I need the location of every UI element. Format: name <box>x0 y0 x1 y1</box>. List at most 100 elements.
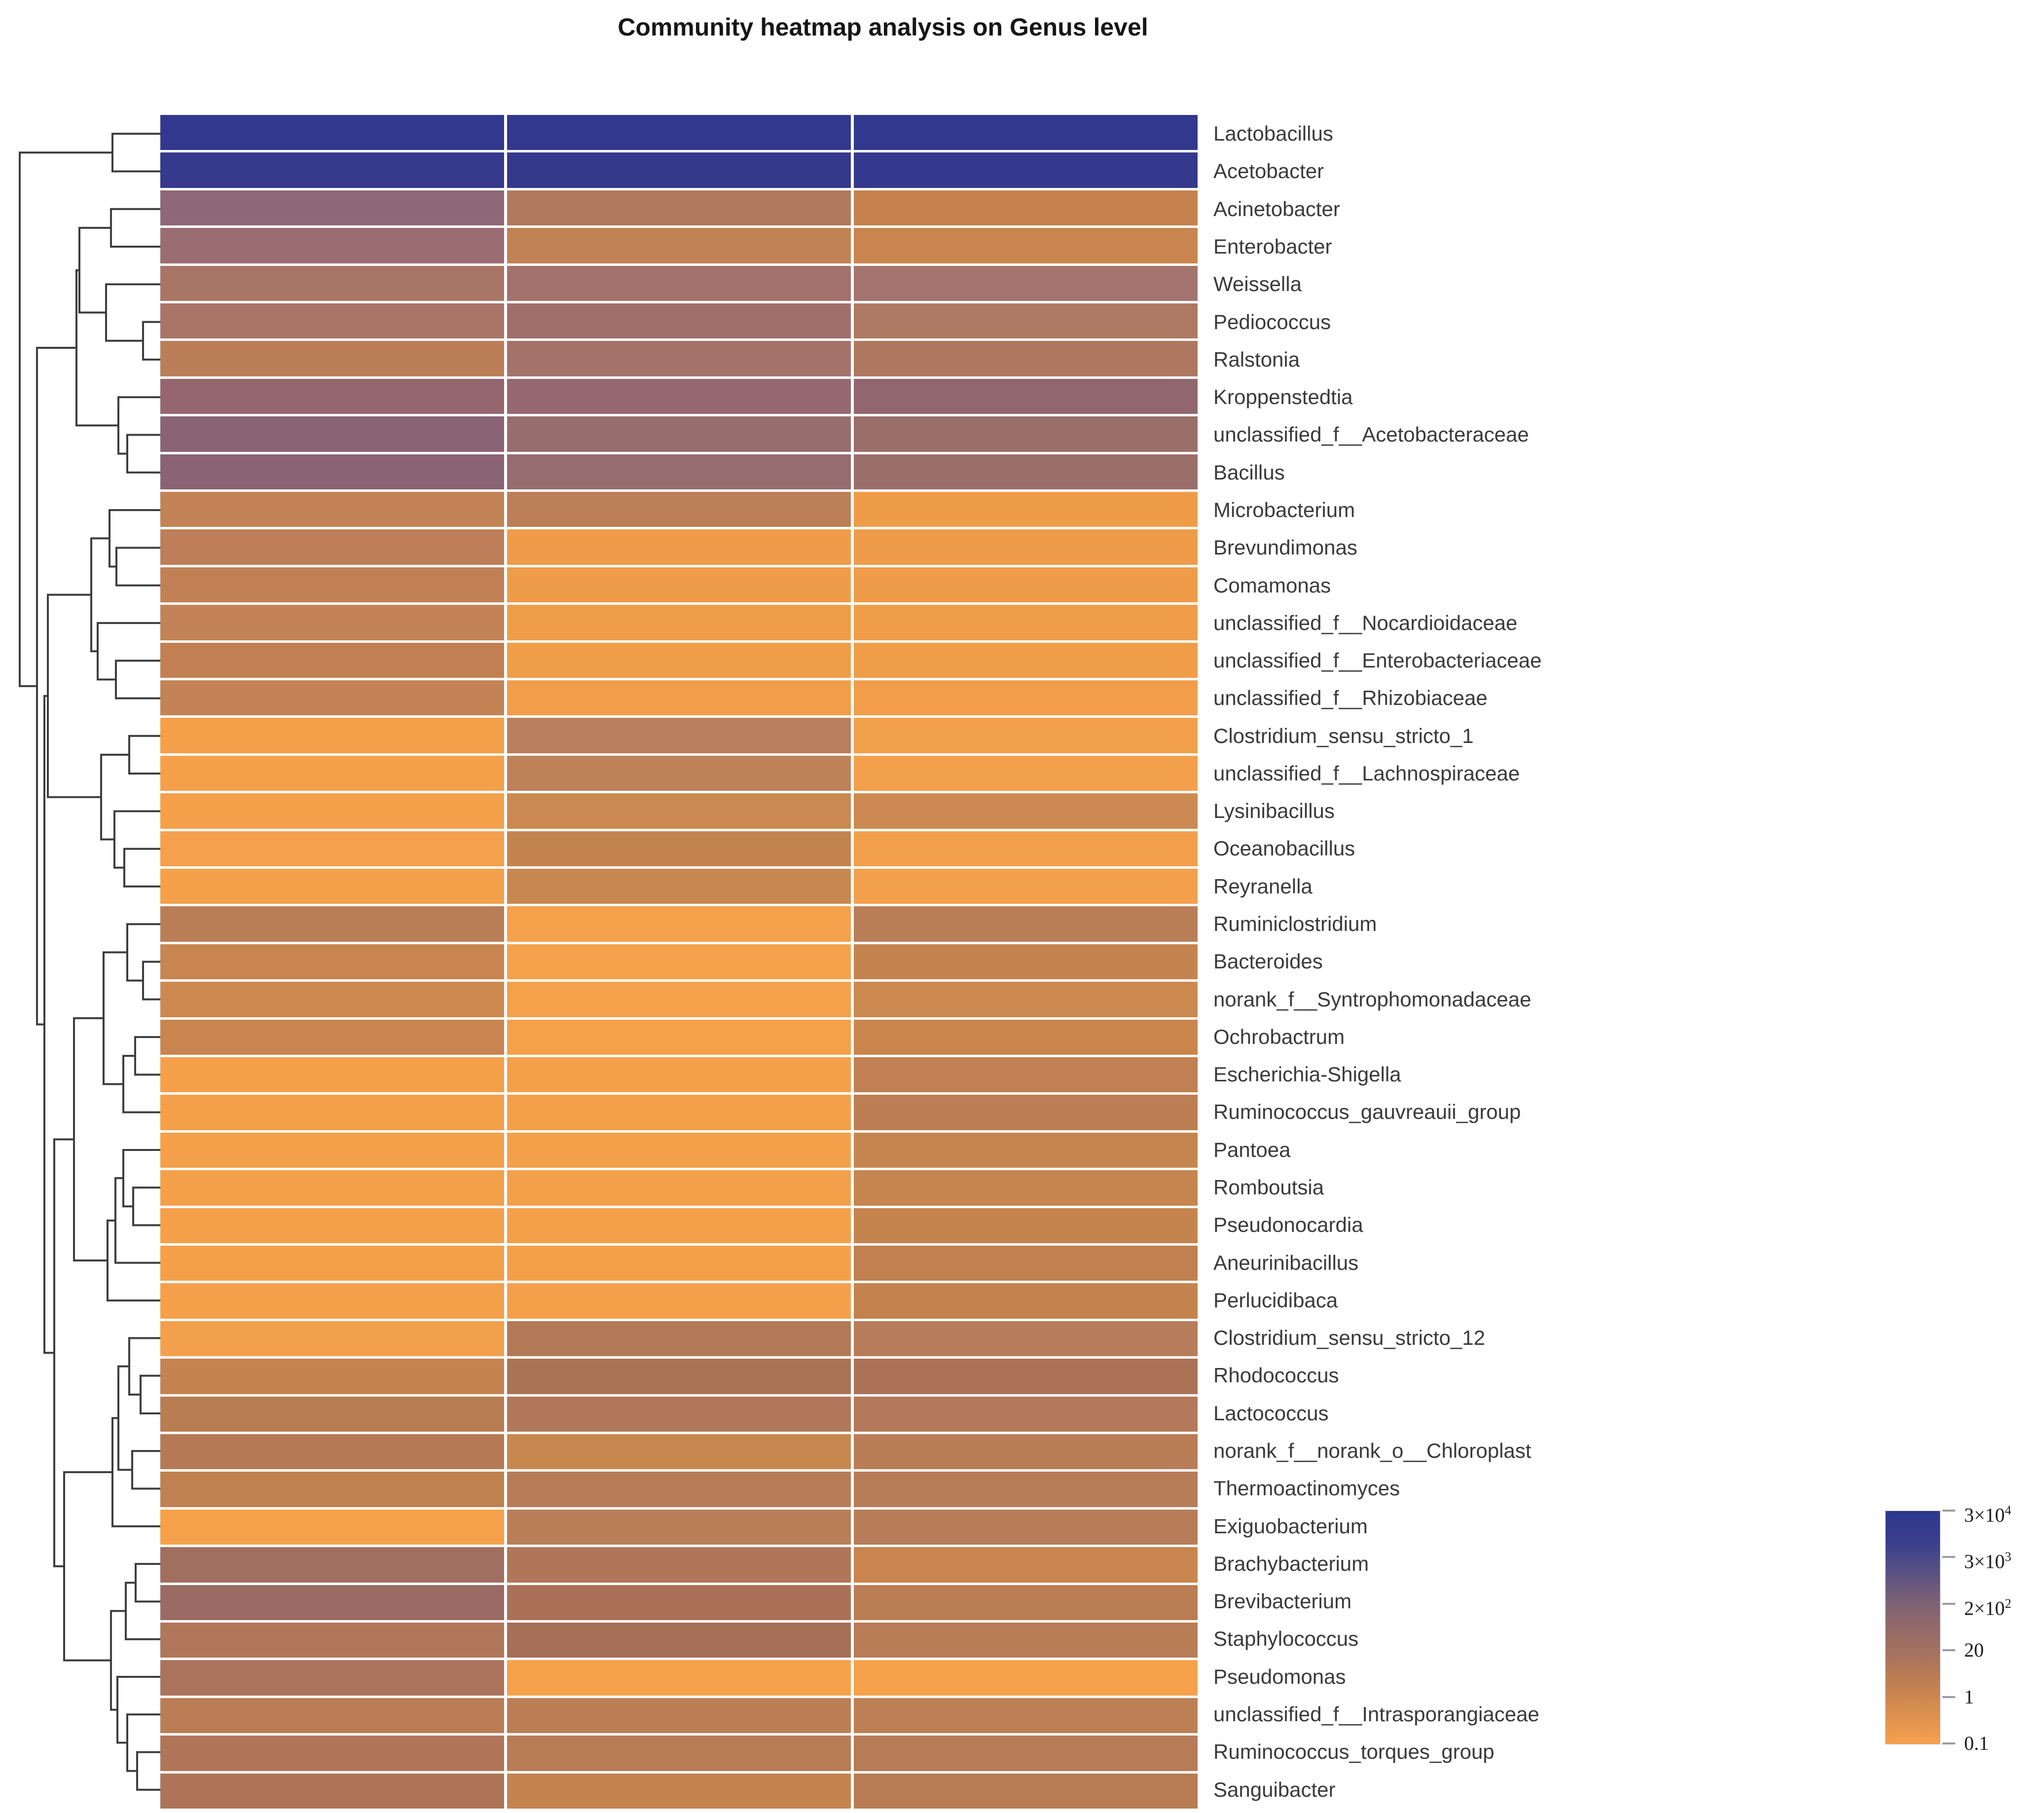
dendrogram-branch <box>36 347 76 1026</box>
heatmap-row <box>160 680 1198 716</box>
heatmap-cell <box>160 1623 504 1658</box>
heatmap-cell <box>160 416 504 452</box>
heatmap-cell <box>854 265 1198 301</box>
heatmap-cell <box>160 1547 504 1583</box>
heatmap-row <box>160 265 1198 301</box>
genus-label: Comamonas <box>1213 573 1331 597</box>
genus-label: Pseudomonas <box>1213 1665 1346 1688</box>
heatmap-row <box>160 1623 1198 1658</box>
heatmap-row <box>160 1396 1198 1432</box>
genus-label: Rhodococcus <box>1213 1364 1339 1387</box>
genus-label: Escherichia-Shigella <box>1213 1063 1401 1086</box>
genus-label: Perlucidibaca <box>1213 1288 1338 1312</box>
genus-label: Ruminiclostridium <box>1213 912 1377 936</box>
dendrogram-branch <box>128 735 161 775</box>
genus-label: Acinetobacter <box>1213 197 1340 221</box>
heatmap-row <box>160 1283 1198 1319</box>
genus-label: Pseudonocardia <box>1213 1213 1363 1237</box>
heatmap-cell <box>160 869 504 904</box>
legend-ticks: 3×104 3×103 2×102 20 1 0.1 <box>1940 1503 2044 1754</box>
legend-tick-mark <box>1942 1556 1955 1558</box>
legend-tick-label: 1 <box>1964 1686 1974 1708</box>
heatmap-cell <box>160 1246 504 1281</box>
genus-label: Pantoea <box>1213 1138 1291 1161</box>
heatmap-grid <box>160 115 1198 1809</box>
heatmap-cell <box>854 454 1198 489</box>
heatmap-cell <box>854 341 1198 376</box>
heatmap-cell <box>160 1057 504 1093</box>
heatmap-cell <box>160 1396 504 1432</box>
genus-label: Brachybacterium <box>1213 1552 1369 1575</box>
heatmap-row <box>160 1434 1198 1470</box>
genus-label: Thermoactinomyces <box>1213 1477 1400 1500</box>
dendrogram-branch <box>125 1582 161 1640</box>
heatmap-cell <box>507 1509 851 1545</box>
heatmap-cell <box>854 1547 1198 1583</box>
dendrogram-branch <box>115 660 161 700</box>
heatmap-cell <box>160 1434 504 1470</box>
genus-label: Acetobacter <box>1213 159 1324 183</box>
genus-label: Clostridium_sensu_stricto_12 <box>1213 1326 1485 1350</box>
genus-label: Lactococcus <box>1213 1401 1329 1425</box>
dendrogram-branch <box>115 547 161 587</box>
genus-label: Staphylococcus <box>1213 1627 1359 1651</box>
heatmap-cell <box>854 793 1198 829</box>
heatmap-cell <box>854 1660 1198 1696</box>
heatmap-cell <box>854 492 1198 527</box>
heatmap-cell <box>160 1773 504 1809</box>
heatmap-cell <box>854 567 1198 603</box>
heatmap-row <box>160 793 1198 829</box>
heatmap-cell <box>854 1132 1198 1168</box>
dendrogram-branch <box>43 695 54 1354</box>
genus-label: unclassified_f__Intrasporangiaceae <box>1213 1702 1539 1726</box>
heatmap-cell <box>160 492 504 527</box>
dendrogram-branch <box>111 1417 161 1527</box>
heatmap-cell <box>507 1660 851 1696</box>
dendrogram-branch <box>122 1055 161 1113</box>
legend-tick-mark <box>1942 1696 1955 1698</box>
heatmap-row <box>160 1773 1198 1809</box>
heatmap-cell <box>507 755 851 791</box>
heatmap-cell <box>507 831 851 866</box>
heatmap-row <box>160 906 1198 942</box>
genus-label: Lactobacillus <box>1213 122 1333 146</box>
heatmap-cell <box>854 303 1198 339</box>
heatmap-cell <box>854 1773 1198 1809</box>
genus-label: Exiguobacterium <box>1213 1514 1368 1538</box>
heatmap-cell <box>507 718 851 753</box>
heatmap-cell <box>854 718 1198 753</box>
dendrogram-branch <box>110 208 161 248</box>
row-dendrogram <box>19 133 161 1791</box>
dendrogram-branch <box>111 133 161 173</box>
heatmap-row <box>160 718 1198 753</box>
heatmap-cell <box>160 1321 504 1357</box>
heatmap-cell <box>160 1170 504 1206</box>
heatmap-cell <box>507 1773 851 1809</box>
heatmap-cell <box>854 869 1198 904</box>
heatmap-cell <box>160 567 504 603</box>
heatmap-row <box>160 1509 1198 1545</box>
genus-label: unclassified_f__Acetobacteraceae <box>1213 423 1529 446</box>
heatmap-cell <box>160 680 504 716</box>
heatmap-cell <box>854 378 1198 414</box>
heatmap-cell <box>507 115 851 150</box>
heatmap-row <box>160 982 1198 1017</box>
heatmap-cell <box>507 190 851 226</box>
heatmap-cell <box>854 1321 1198 1357</box>
heatmap-cell <box>160 1472 504 1507</box>
legend-tick-mark <box>1942 1510 1955 1512</box>
genus-label: Pediococcus <box>1213 310 1331 333</box>
genus-label: Clostridium_sensu_stricto_1 <box>1213 724 1474 747</box>
heatmap-cell <box>507 1585 851 1620</box>
heatmap-cell <box>854 605 1198 640</box>
dendrogram-branch <box>123 848 161 888</box>
heatmap-cell <box>854 529 1198 565</box>
genus-label: Reyranella <box>1213 874 1313 898</box>
dendrogram-branch <box>63 1471 112 1662</box>
heatmap-cell <box>160 718 504 753</box>
genus-label: norank_f__norank_o__Chloroplast <box>1213 1439 1532 1462</box>
genus-label: Ruminococcus_gauvreauii_group <box>1213 1100 1521 1124</box>
genus-label: Microbacterium <box>1213 498 1355 521</box>
genus-label: Kroppenstedtia <box>1213 385 1353 409</box>
heatmap-row <box>160 1019 1198 1055</box>
